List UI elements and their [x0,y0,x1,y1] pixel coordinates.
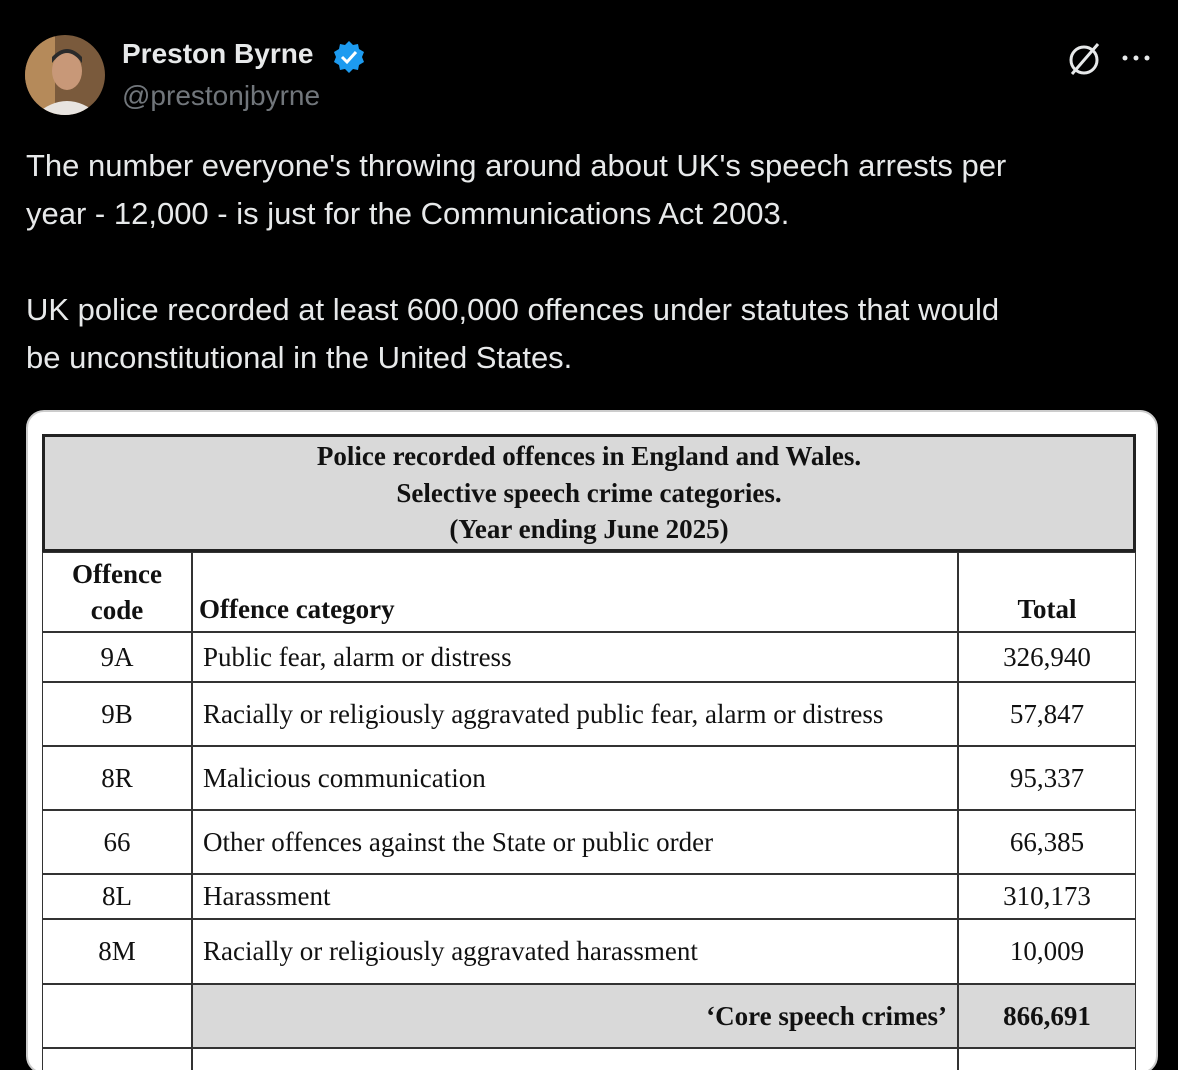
offence-code: 8L [42,874,192,919]
offence-code: 8R [42,746,192,810]
offence-category: Public fear, alarm or distress [192,632,958,682]
offence-category: Racially or religiously aggravated haras… [192,919,958,984]
author-handle[interactable]: @prestonjbyrne [122,80,321,111]
offence-category: Racially or religiously aggravated publi… [192,682,958,746]
grok-icon[interactable] [1069,45,1099,75]
verified-badge [334,41,364,73]
offence-total: 10,009 [958,919,1136,984]
empty-cell [958,1048,1136,1070]
empty-cell [42,1048,192,1070]
author-name[interactable]: Preston Byrne [122,38,314,69]
offence-total: 95,337 [958,746,1136,810]
header-cell: Total [958,552,1136,632]
title-line: Selective speech crime categories. [396,477,782,508]
offence-total: 57,847 [958,682,1136,746]
offence-total: 310,173 [958,874,1136,919]
attached-image[interactable]: Police recorded offences in England and … [26,410,1158,1070]
tweet-line: UK police recorded at least 600,000 offe… [26,292,1000,327]
header-cell: Offence code [42,552,192,632]
offence-code: 9B [42,682,192,746]
title-line: (Year ending June 2025) [449,514,729,545]
table-title: Police recorded offences in England and … [42,434,1136,552]
tweet-line: The number everyone's throwing around ab… [26,148,1007,183]
title-line: Police recorded offences in England and … [316,441,862,472]
offence-category: Other offences against the State or publ… [192,810,958,874]
offence-category: Harassment [192,874,958,919]
total-label: ‘Core speech crimes’ [192,984,958,1048]
tweet-line: be unconstitutional in the United States… [26,340,573,375]
total-value: 866,691 [958,984,1136,1048]
offence-category: Malicious communication [192,746,958,810]
avatar [25,35,105,115]
offence-total: 326,940 [958,632,1136,682]
offence-total: 66,385 [958,810,1136,874]
header-cell: Offence category [192,552,958,632]
offence-code: 8M [42,919,192,984]
tweet-line: year - 12,000 - is just for the Communic… [26,196,790,231]
tweet-icons [1069,43,1150,75]
offence-code: 66 [42,810,192,874]
offence-code: 9A [42,632,192,682]
empty-cell [42,984,192,1048]
empty-cell [192,1048,958,1070]
more-icon[interactable] [1122,55,1150,61]
